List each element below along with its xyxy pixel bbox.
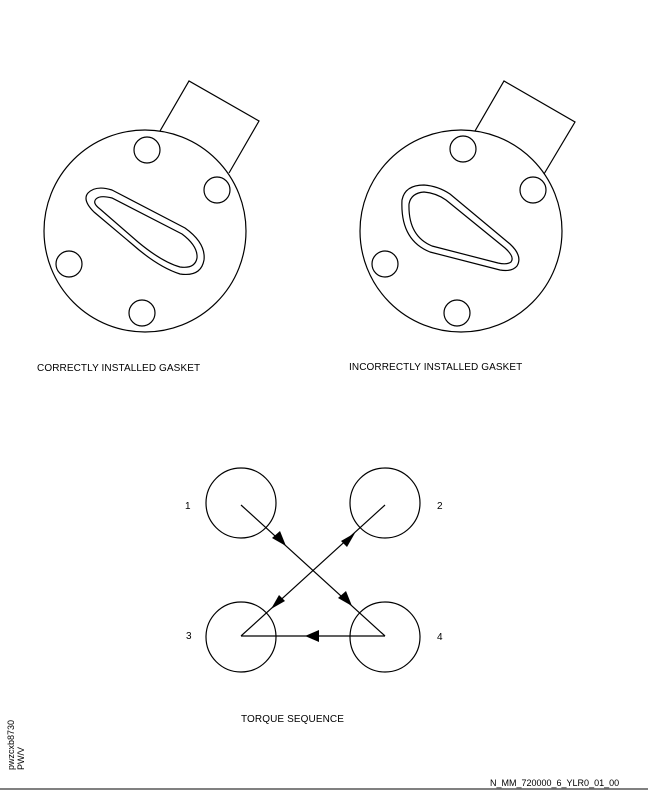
flange-body bbox=[359, 129, 563, 333]
side-code-line-1: pwzcxb8730 bbox=[6, 719, 16, 770]
bolt-number-3: 3 bbox=[186, 631, 192, 642]
bolt-circle-2 bbox=[349, 467, 421, 539]
side-reference-code: pwzcxb8730 PW/V bbox=[6, 720, 26, 770]
arrowhead bbox=[338, 591, 352, 606]
bolt-number-2: 2 bbox=[437, 501, 443, 512]
bolt-circle-4 bbox=[349, 601, 421, 673]
correct-gasket-label: CORRECTLY INSTALLED GASKET bbox=[37, 363, 201, 374]
bolt-hole bbox=[371, 250, 399, 278]
bolt-hole bbox=[133, 136, 161, 164]
flange-tab bbox=[474, 80, 576, 175]
flange-tab bbox=[159, 80, 260, 174]
bolt-number-4: 4 bbox=[437, 632, 443, 643]
bolt-hole bbox=[449, 135, 477, 163]
bolt-circle-1 bbox=[205, 467, 277, 539]
bolt-hole bbox=[128, 299, 156, 327]
bolt-circle-3 bbox=[205, 601, 277, 673]
gasket-inner bbox=[94, 196, 198, 268]
incorrect-gasket-flange bbox=[359, 80, 576, 333]
arrowhead bbox=[305, 630, 319, 642]
gasket-outer bbox=[401, 184, 520, 272]
arrowhead bbox=[341, 533, 355, 547]
incorrect-gasket-label: INCORRECTLY INSTALLED GASKET bbox=[349, 362, 523, 373]
flange-body bbox=[43, 129, 247, 333]
gasket-inner bbox=[408, 191, 513, 265]
arrowhead bbox=[271, 595, 285, 609]
bolt-number-1: 1 bbox=[185, 501, 191, 512]
sequence-line-3-to-2 bbox=[240, 504, 386, 637]
bolt-hole bbox=[519, 176, 547, 204]
figure-id: N_MM_720000_6_YLR0_01_00 bbox=[490, 778, 620, 788]
torque-sequence-diagram bbox=[205, 467, 421, 673]
torque-sequence-label: TORQUE SEQUENCE bbox=[241, 714, 344, 725]
correct-gasket-flange bbox=[43, 80, 260, 333]
gasket-outer bbox=[85, 187, 205, 276]
bolt-hole bbox=[443, 299, 471, 327]
bolt-hole bbox=[203, 176, 231, 204]
side-code-line-2: PW/V bbox=[16, 746, 26, 770]
bolt-hole bbox=[55, 250, 83, 278]
arrowhead bbox=[272, 531, 286, 546]
